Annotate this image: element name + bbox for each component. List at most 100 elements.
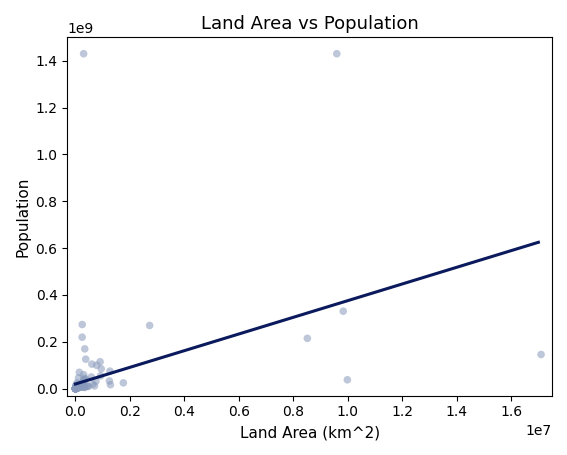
Point [71, 385, 81, 392]
Point [74, 384, 83, 391]
Point [73, 383, 82, 390]
Point [105, 368, 115, 375]
Point [76, 382, 85, 389]
Point [82, 382, 91, 389]
Point [76, 380, 85, 388]
Point [343, 376, 352, 384]
Point [71, 385, 80, 392]
Point [106, 381, 115, 389]
Point [71, 385, 80, 392]
Point [73, 383, 82, 390]
Point [79, 374, 88, 382]
Point [74, 383, 83, 390]
Point [71, 385, 81, 392]
Point [79, 371, 88, 378]
Point [71, 385, 81, 392]
Point [71, 384, 81, 391]
Point [72, 384, 81, 392]
Point [77, 384, 86, 391]
Point [73, 384, 82, 391]
Point [71, 385, 80, 392]
Point [88, 380, 98, 388]
Point [71, 385, 80, 392]
Point [87, 360, 96, 368]
Point [75, 383, 84, 390]
Point [71, 385, 81, 392]
Point [71, 385, 80, 392]
Point [77, 383, 86, 390]
Point [72, 384, 81, 391]
Point [71, 385, 80, 392]
Point [96, 365, 105, 373]
Point [72, 384, 81, 391]
Y-axis label: Population: Population [15, 177, 30, 257]
Point [79, 376, 88, 384]
Point [71, 385, 80, 392]
Point [71, 385, 80, 392]
Point [71, 385, 80, 392]
Point [71, 385, 80, 392]
Point [73, 379, 82, 386]
Point [73, 384, 82, 391]
Point [71, 384, 81, 391]
Point [78, 334, 87, 341]
Point [77, 382, 86, 389]
Point [72, 384, 81, 392]
Point [73, 384, 82, 391]
Point [80, 384, 89, 391]
Point [80, 376, 89, 384]
Point [332, 50, 341, 57]
Point [73, 382, 82, 389]
Point [73, 383, 82, 390]
Point [75, 383, 84, 390]
Point [74, 384, 83, 391]
Point [90, 382, 99, 389]
Point [81, 355, 90, 363]
Point [72, 384, 81, 391]
Point [91, 378, 100, 385]
Point [119, 379, 128, 386]
Point [74, 384, 83, 391]
Point [75, 384, 84, 391]
Point [71, 385, 80, 392]
Point [83, 383, 92, 390]
Point [71, 383, 81, 390]
Point [73, 384, 82, 392]
Point [73, 384, 82, 391]
Title: Land Area vs Population: Land Area vs Population [201, 15, 418, 33]
Point [71, 385, 80, 392]
Point [96, 372, 105, 379]
Point [71, 385, 80, 392]
Point [73, 384, 82, 391]
Point [71, 385, 80, 392]
Point [74, 382, 83, 389]
Point [536, 351, 545, 358]
Point [79, 50, 88, 57]
Point [78, 380, 87, 388]
Point [303, 335, 312, 342]
Point [71, 383, 81, 390]
Point [96, 358, 105, 365]
Point [74, 374, 83, 382]
Point [73, 384, 82, 391]
Point [71, 385, 80, 392]
Point [92, 362, 101, 369]
Point [71, 385, 81, 392]
Point [80, 345, 89, 353]
Point [74, 383, 83, 390]
Point [71, 385, 80, 392]
Point [71, 385, 80, 392]
Point [82, 375, 91, 383]
Point [78, 381, 87, 388]
Point [74, 384, 83, 392]
Point [71, 381, 81, 389]
Point [71, 385, 81, 392]
Point [71, 385, 81, 392]
Point [71, 385, 80, 392]
Point [71, 384, 81, 392]
Point [72, 384, 81, 392]
Point [73, 383, 82, 390]
X-axis label: Land Area (km^2): Land Area (km^2) [240, 425, 380, 440]
Point [105, 377, 114, 384]
Point [71, 385, 80, 392]
